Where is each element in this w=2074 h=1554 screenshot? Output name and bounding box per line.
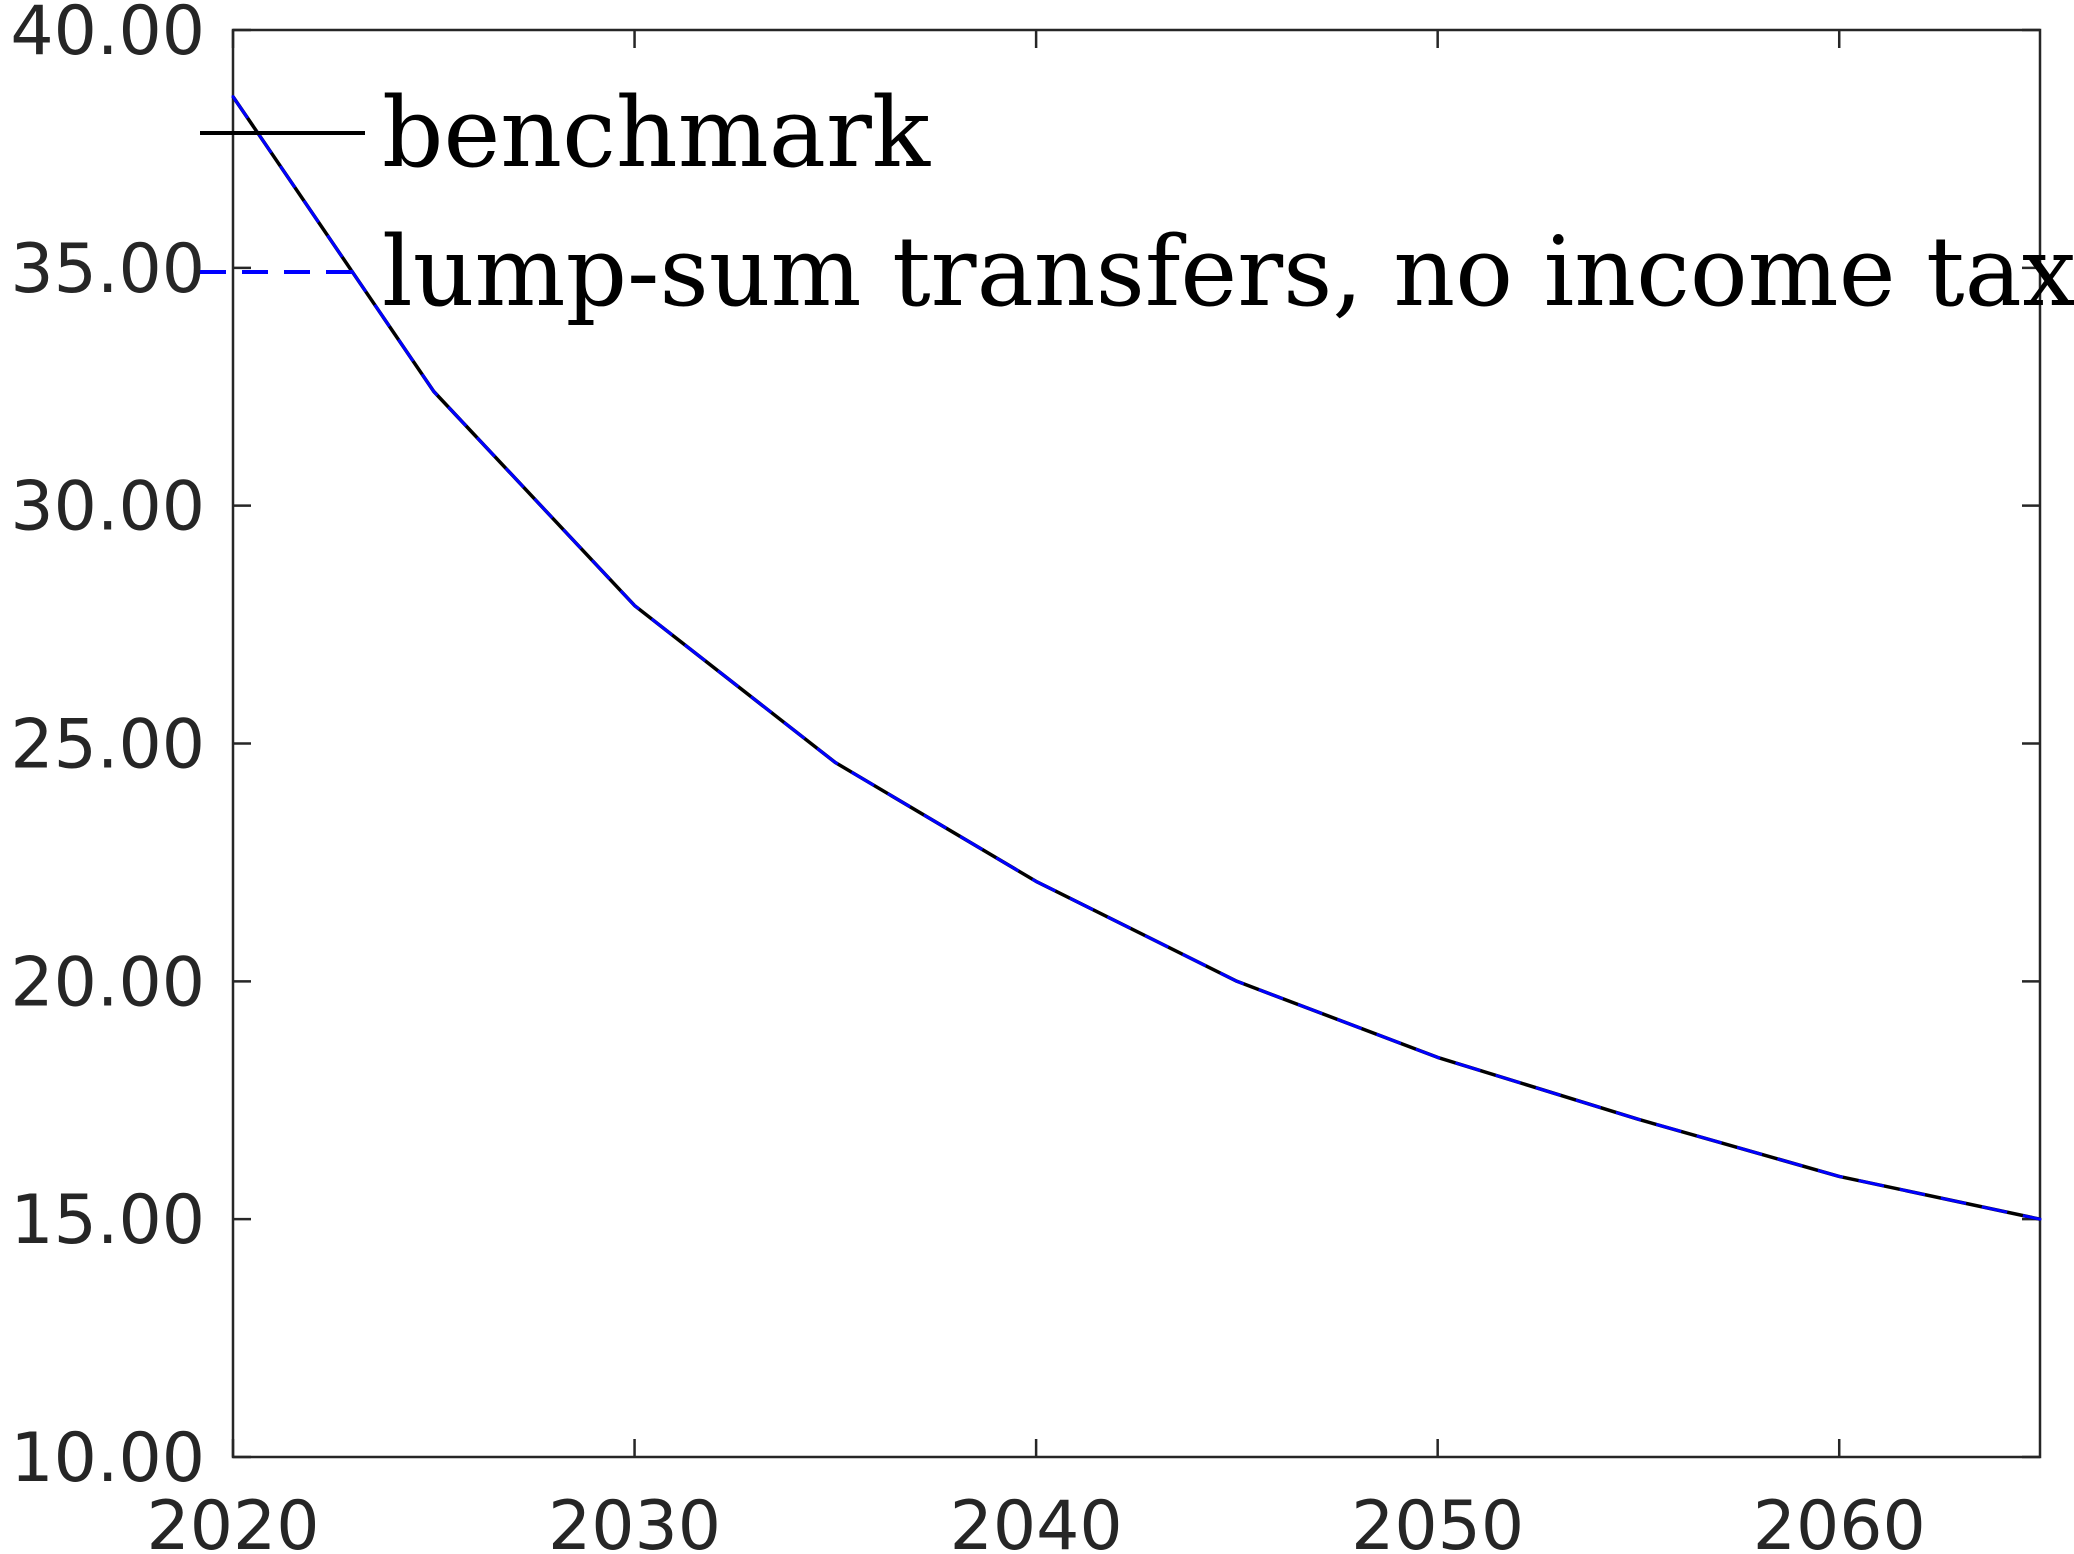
y-tick-label: 35.00 xyxy=(10,230,205,309)
plot-frame xyxy=(231,28,2042,1459)
series-line-2 xyxy=(231,95,2041,1221)
series-2-point xyxy=(1235,979,1239,983)
series-2-point xyxy=(2038,1217,2042,1221)
series-2-point xyxy=(432,390,436,394)
legend: benchmark lump-sum transfers, no income t… xyxy=(200,77,2074,328)
y-tick-label: 25.00 xyxy=(10,706,205,785)
y-tick-label: 20.00 xyxy=(10,943,205,1022)
legend-label-2: lump-sum transfers, no income tax xyxy=(382,216,2074,328)
series-lines xyxy=(231,95,2042,1221)
series-2-point xyxy=(833,761,837,765)
x-tick-label: 2030 xyxy=(548,1487,721,1554)
x-tick-label: 2040 xyxy=(950,1487,1123,1554)
series-2-point xyxy=(1837,1174,1841,1178)
x-tick-label: 2050 xyxy=(1351,1487,1524,1554)
y-tick-label: 40.00 xyxy=(10,0,205,71)
series-2-point xyxy=(1636,1117,1640,1121)
axes: 2020 2030 2040 2050 2060 10.00 15.00 20.00 25.00… xyxy=(10,0,2042,1554)
y-tick-label: 30.00 xyxy=(10,468,205,547)
y-tick-label: 10.00 xyxy=(10,1419,205,1498)
series-2-point xyxy=(1034,879,1038,883)
series-2-point xyxy=(633,604,637,608)
series-2-point xyxy=(1436,1055,1440,1059)
y-tick-label: 15.00 xyxy=(10,1181,205,1260)
series-2-point xyxy=(231,95,235,99)
x-tick-label: 2020 xyxy=(146,1487,319,1554)
x-tick-label: 2060 xyxy=(1753,1487,1926,1554)
legend-label-1: benchmark xyxy=(382,77,931,189)
